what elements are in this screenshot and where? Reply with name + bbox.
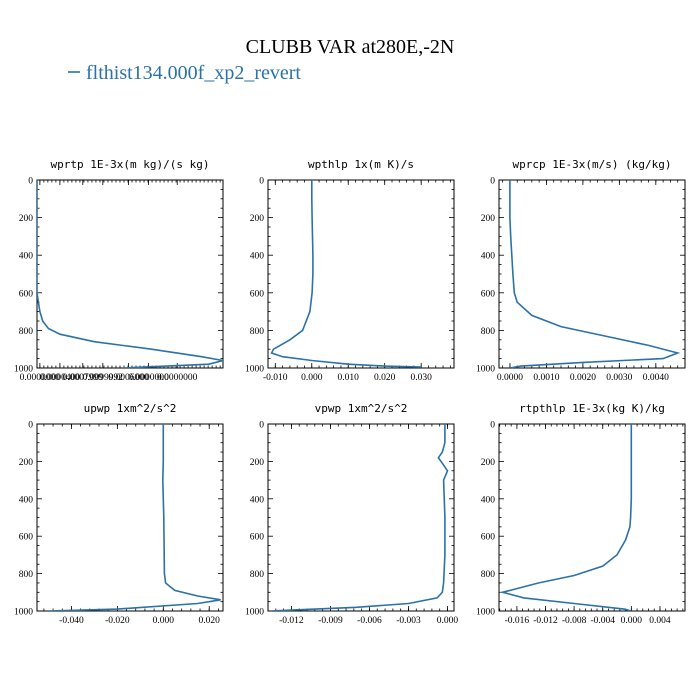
x-tick-label: 0.0040 [643, 373, 669, 383]
y-tick-label: 200 [481, 214, 496, 224]
y-tick-label: 1000 [14, 365, 33, 375]
y-tick-label: 200 [19, 214, 34, 224]
y-tick-label: 800 [481, 570, 496, 580]
x-tick-label: 0.0010 [533, 373, 559, 383]
x-tick-label: 0.0007999 [63, 373, 104, 383]
x-tick-label: 0.0006000 [108, 373, 149, 383]
y-tick-label: 0 [259, 177, 264, 187]
y-tick-label: 0 [28, 421, 33, 431]
x-tick-label: -0.004 [590, 616, 615, 626]
y-tick-label: 0 [490, 177, 495, 187]
y-tick-label: 200 [250, 458, 265, 468]
y-tick-label: 1000 [476, 365, 495, 375]
x-tick-label: 0.020 [199, 616, 221, 626]
x-tick-label: 0.000 [437, 616, 459, 626]
x-tick-label: 0.0099992 [83, 373, 124, 383]
x-tick-label: 0.0000000 [20, 373, 61, 383]
x-tick-label: -0.003 [396, 616, 421, 626]
y-tick-label: 0 [28, 177, 33, 187]
y-tick-label: 1000 [14, 608, 33, 618]
x-tick-label: 0.004 [649, 616, 671, 626]
x-tick-label: 0.0020 [570, 373, 596, 383]
y-tick-label: 600 [19, 289, 34, 299]
y-tick-label: 0 [490, 421, 495, 431]
x-tick-label: 0.0000000 [157, 373, 198, 383]
y-tick-label: 400 [481, 495, 496, 505]
y-tick-label: 400 [250, 252, 265, 262]
y-tick-label: 200 [481, 458, 496, 468]
x-tick-label: -0.006 [357, 616, 382, 626]
y-tick-label: 1000 [476, 608, 495, 618]
y-tick-label: 200 [19, 458, 34, 468]
panel-title: wpthlp 1x(m K)/s [308, 158, 414, 171]
x-tick-label: 0.0000400 [40, 373, 81, 383]
legend-label: flthist134.000f_xp2_revert [86, 62, 301, 84]
x-tick-label: -0.040 [59, 616, 84, 626]
y-tick-label: 400 [19, 495, 34, 505]
y-tick-label: 800 [19, 570, 34, 580]
y-tick-label: 400 [481, 252, 496, 262]
y-tick-label: 800 [250, 327, 265, 337]
panel-6: rtpthlp 1E-3x(kg K)/kg02004006008001000-… [476, 402, 686, 626]
plot-frame [36, 423, 224, 612]
series-line [270, 180, 422, 368]
plot-frame [498, 423, 686, 612]
series-line [270, 424, 449, 611]
panel-4: upwp 1xm^2/s^2 0 200 400 600 800 1000 -0.040 -0.… [14, 402, 224, 626]
x-tick-label: 0.0030 [606, 373, 632, 383]
y-tick-label: 0 [259, 421, 264, 431]
x-tick-label: -0.009 [318, 616, 343, 626]
series-line [37, 180, 223, 368]
y-tick-label: 800 [19, 327, 34, 337]
x-tick-label: 0.000 [621, 616, 643, 626]
x-tick-label: -0.012 [279, 616, 304, 626]
x-tick-label: 0.000 [153, 616, 175, 626]
y-tick-label: 400 [19, 252, 34, 262]
figure-title: CLUBB VAR at280E,-2N [246, 36, 455, 58]
panel-title: wprcp 1E-3x(m/s) (kg/kg) [513, 158, 672, 171]
x-tick-label: 0.0000 [497, 373, 523, 383]
panel-2: wpthlp 1x(m K)/s 0 200 400 600 800 1000-0.010 0… [245, 158, 455, 383]
plot-frame [36, 179, 224, 369]
x-tick-label: -0.020 [105, 616, 130, 626]
x-tick-label: 0.020 [374, 373, 396, 383]
plot-frame [498, 179, 686, 369]
plot-frame [267, 423, 455, 612]
x-tick-label: -0.008 [562, 616, 587, 626]
series-line [509, 180, 681, 368]
panel-title: vpwp 1xm^2/s^2 [315, 402, 408, 415]
x-tick-label: 0.030 [410, 373, 432, 383]
y-tick-label: 600 [481, 533, 496, 543]
y-tick-label: 200 [250, 214, 265, 224]
series-line [48, 424, 221, 611]
panel-title: wprtp 1E-3x(m kg)/(s kg) [51, 158, 210, 171]
x-tick-label: 0.000 [301, 373, 323, 383]
y-tick-label: 600 [481, 289, 496, 299]
panel-1: wprtp 1E-3x(m kg)/(s kg) 0 200 400 600 800 100… [14, 158, 224, 383]
x-tick-label: 0.0000000 [128, 373, 169, 383]
plot-frame [267, 179, 455, 369]
panels: wprtp 1E-3x(m kg)/(s kg) 0 200 400 600 800 100… [14, 158, 686, 626]
y-tick-label: 1000 [245, 365, 264, 375]
y-tick-label: 800 [250, 570, 265, 580]
panel-title: upwp 1xm^2/s^2 [84, 402, 177, 415]
x-tick-label: -0.010 [263, 373, 288, 383]
panel-5: vpwp 1xm^2/s^2 0 200 400 600 800 1000 -0.012 -0.… [245, 402, 458, 626]
y-tick-label: 600 [250, 533, 265, 543]
x-tick-label: 0.010 [338, 373, 360, 383]
y-tick-label: 600 [19, 533, 34, 543]
series-line [499, 424, 633, 611]
y-tick-label: 600 [250, 289, 265, 299]
y-tick-label: 1000 [245, 608, 264, 618]
panel-3: wprcp 1E-3x(m/s) (kg/kg) 0 200 400 600 800 100… [476, 158, 686, 383]
y-tick-label: 800 [481, 327, 496, 337]
x-tick-label: -0.016 [505, 616, 530, 626]
y-tick-label: 400 [250, 495, 265, 505]
x-tick-label: -0.012 [533, 616, 558, 626]
panel-title: rtpthlp 1E-3x(kg K)/kg [519, 402, 665, 415]
